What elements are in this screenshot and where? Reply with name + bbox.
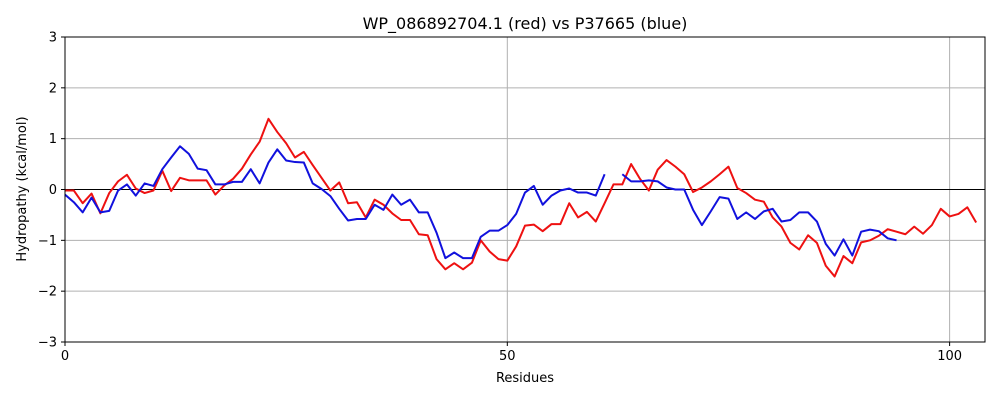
y-tick-label: 3: [49, 31, 57, 46]
y-tick-label: 0: [49, 183, 57, 198]
chart-title: WP_086892704.1 (red) vs P37665 (blue): [363, 14, 688, 34]
y-tick-label: 1: [49, 132, 57, 147]
axis-ticks: −3 −2 −1 0 1 2 3 0 50 100: [38, 31, 962, 365]
x-axis-label: Residues: [496, 371, 554, 386]
x-tick-label: 50: [499, 349, 516, 364]
series-line-2: [64, 145, 897, 260]
y-axis-label: Hydropathy (kcal/mol): [15, 116, 30, 261]
grid-lines: [64, 36, 985, 343]
series-layer: [64, 117, 978, 278]
y-tick-label: −2: [38, 285, 57, 300]
y-tick-label: 2: [49, 81, 57, 96]
x-tick-label: 0: [61, 349, 69, 364]
x-tick-label: 100: [937, 349, 962, 364]
series-line-1: [65, 117, 978, 278]
y-tick-label: −1: [38, 234, 57, 249]
y-tick-label: −3: [38, 336, 57, 351]
